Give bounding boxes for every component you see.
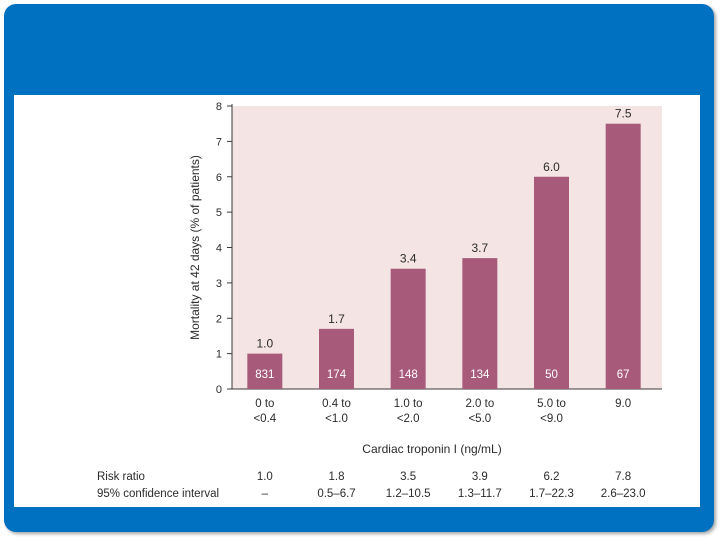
bar-value-label: 7.5 [615,107,632,121]
bar-value-label: 1.7 [328,312,345,326]
bars: 1.0 831 1.7 174 3.4 148 3.7 134 6.0 50 7.5 67 [247,107,641,389]
x-tick-label: <9.0 [540,413,563,425]
bar-count-label: 67 [617,369,630,381]
y-tick-label: 2 [216,313,222,325]
bar-count-label: 148 [399,369,418,381]
x-tick-label: <2.0 [397,413,420,425]
x-tick-label: <5.0 [468,413,491,425]
x-tick-label: 5.0 to [537,398,566,410]
stats-table: 1.0 – 1.8 0.5–6.7 3.5 1.2–10.5 3.9 1.3–11.7 6.2 1… [257,471,646,500]
ci-value: – [262,488,269,500]
bar [390,268,426,389]
y-axis-ticks: 0 1 2 3 4 5 6 7 8 [216,101,232,396]
x-axis-label: Cardiac troponin I (ng/mL) [362,442,501,456]
bar-value-label: 6.0 [543,160,560,174]
x-tick-label: <0.4 [253,413,276,425]
bar [319,328,354,389]
y-tick-label: 7 [216,136,222,148]
bar [462,258,498,389]
y-tick-label: 8 [216,101,222,113]
bar [605,123,641,389]
x-tick-label: <1.0 [325,413,348,425]
ci-value: 1.3–11.7 [458,488,502,500]
ci-value: 2.6–23.0 [601,488,646,500]
risk-ratio-value: 3.9 [472,471,488,483]
y-axis-label: Mortality at 42 days (% of patients) [188,155,202,340]
risk-ratio-value: 7.8 [615,471,631,483]
risk-ratio-value: 1.0 [257,471,273,483]
plot-background [232,106,662,389]
y-tick-label: 5 [216,207,222,219]
y-tick-label: 6 [216,172,222,184]
bar-count-label: 174 [327,369,347,381]
risk-ratio-value: 6.2 [544,471,560,483]
x-tick-label: 9.0 [615,398,631,410]
bar-value-label: 1.0 [256,337,273,351]
bar [534,176,569,389]
risk-ratio-label: Risk ratio [97,471,145,483]
y-tick-label: 4 [216,243,222,255]
x-tick-label: 2.0 to [465,398,494,410]
x-tick-label: 0.4 to [322,398,351,410]
bar-value-label: 3.4 [400,252,417,266]
risk-ratio-value: 1.8 [329,471,345,483]
risk-ratio-value: 3.5 [400,471,416,483]
ci-value: 1.7–22.3 [529,488,574,500]
ci-value: 0.5–6.7 [317,488,355,500]
bar-count-label: 134 [470,369,490,381]
x-axis-tick-labels: 0 to <0.4 0.4 to <1.0 1.0 to <2.0 2.0 to <5.0 5.… [253,398,631,425]
y-tick-label: 0 [216,384,222,396]
y-tick-label: 1 [216,349,222,361]
bar-value-label: 3.7 [471,241,488,255]
bar-count-label: 831 [255,369,274,381]
ci-label: 95% confidence interval [97,488,219,500]
ci-value: 1.2–10.5 [386,488,431,500]
x-tick-label: 0 to [255,398,274,410]
x-tick-label: 1.0 to [394,398,423,410]
bar-count-label: 50 [545,369,558,381]
bar [247,353,283,389]
y-tick-label: 3 [216,278,222,290]
